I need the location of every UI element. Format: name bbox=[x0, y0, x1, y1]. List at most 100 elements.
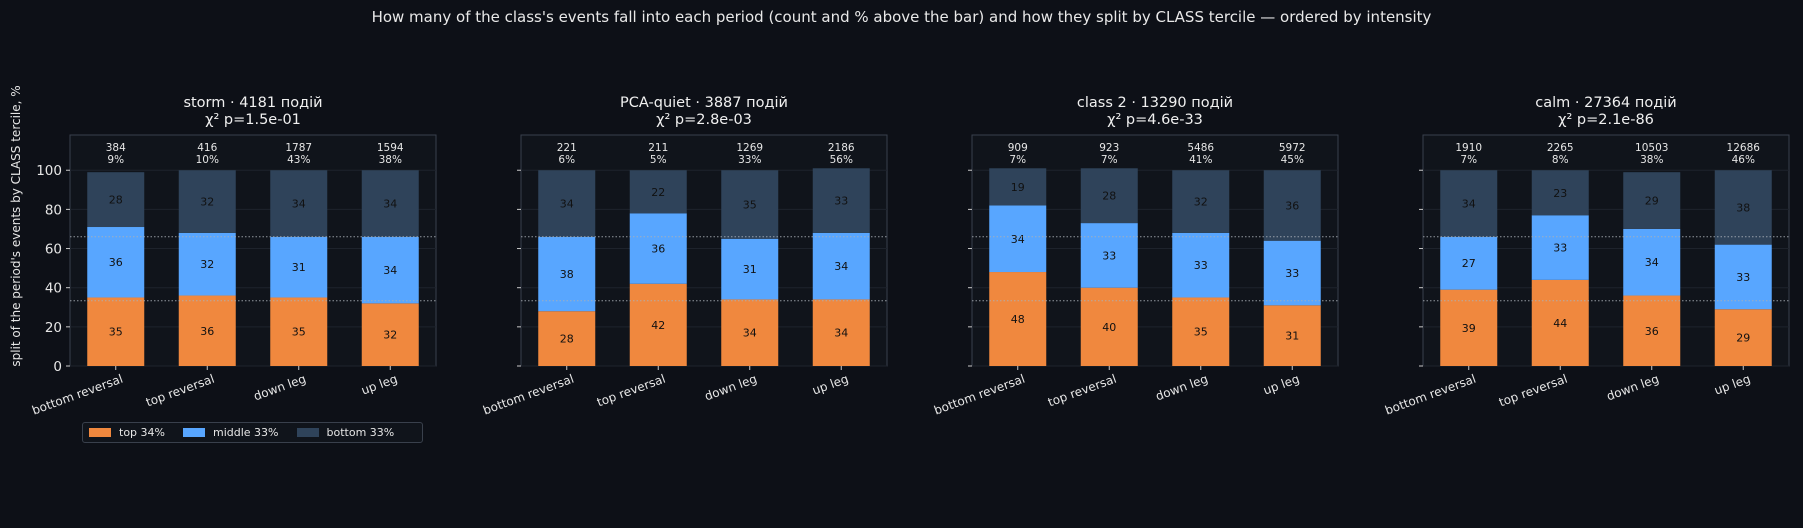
x-tick-label: top reversal bbox=[1497, 372, 1569, 410]
x-tick-label: up leg bbox=[1712, 372, 1752, 398]
segment-value-label: 48 bbox=[1011, 313, 1025, 326]
bar-segment-bottom bbox=[989, 168, 1047, 206]
bar-count-label: 923 bbox=[1099, 142, 1119, 154]
segment-value-label: 33 bbox=[1553, 242, 1567, 255]
segment-value-label: 33 bbox=[1736, 271, 1750, 284]
segment-value-label: 29 bbox=[1645, 195, 1659, 208]
bar-segment-middle bbox=[812, 232, 870, 300]
bar-count-label: 10503 bbox=[1635, 142, 1668, 154]
segment-value-label: 34 bbox=[1462, 198, 1476, 211]
legend-swatch-top bbox=[89, 428, 111, 437]
bar-segment-bottom bbox=[1172, 170, 1230, 233]
y-tick-label: 40 bbox=[45, 281, 62, 297]
segment-value-label: 31 bbox=[1285, 330, 1299, 343]
bar-segment-middle bbox=[178, 232, 236, 296]
bar-percent-label: 56% bbox=[830, 154, 853, 166]
bar-segment-top bbox=[1172, 297, 1230, 366]
bar-segment-middle bbox=[721, 238, 779, 300]
x-tick-label: up leg bbox=[1261, 372, 1301, 398]
bar-segment-bottom bbox=[178, 170, 236, 233]
x-tick-label: top reversal bbox=[144, 372, 216, 410]
bar-count-label: 1594 bbox=[377, 142, 404, 154]
x-tick-label: up leg bbox=[359, 372, 399, 398]
panel-title-pca-quiet: PCA-quiet · 3887 подій χ² p=2.8e-03 bbox=[521, 95, 887, 129]
bar-percent-label: 7% bbox=[1101, 154, 1118, 166]
segment-value-label: 31 bbox=[743, 263, 757, 276]
bar-count-label: 1269 bbox=[736, 142, 763, 154]
bar-segment-top bbox=[1714, 309, 1772, 366]
segment-value-label: 36 bbox=[200, 325, 214, 338]
bar-segment-bottom bbox=[812, 168, 870, 233]
bar-count-label: 5486 bbox=[1187, 142, 1214, 154]
segment-value-label: 42 bbox=[651, 319, 665, 332]
bar-segment-middle bbox=[270, 236, 328, 298]
segment-value-label: 35 bbox=[1194, 326, 1208, 339]
segment-value-label: 34 bbox=[292, 198, 306, 211]
x-tick-label: top reversal bbox=[595, 372, 667, 410]
y-tick-label: 80 bbox=[45, 202, 62, 218]
bar-count-label: 2265 bbox=[1547, 142, 1574, 154]
legend: top 34% middle 33% bottom 33% bbox=[82, 422, 423, 443]
x-tick-label: down leg bbox=[703, 372, 759, 404]
segment-value-label: 19 bbox=[1011, 181, 1025, 194]
segment-value-label: 38 bbox=[1736, 201, 1750, 214]
bar-percent-label: 7% bbox=[1460, 154, 1477, 166]
bar-segment-bottom bbox=[1080, 168, 1138, 224]
segment-value-label: 33 bbox=[1102, 249, 1116, 262]
bar-count-label: 5972 bbox=[1279, 142, 1306, 154]
y-tick-label: 0 bbox=[53, 359, 62, 375]
segment-value-label: 32 bbox=[1194, 196, 1208, 209]
bar-count-label: 1910 bbox=[1455, 142, 1482, 154]
bar-segment-top bbox=[629, 283, 687, 366]
bar-percent-label: 41% bbox=[1189, 154, 1212, 166]
segment-value-label: 39 bbox=[1462, 322, 1476, 335]
x-tick-label: bottom reversal bbox=[30, 372, 125, 418]
panel-title-line1: storm · 4181 подій bbox=[183, 95, 323, 111]
bar-percent-label: 45% bbox=[1281, 154, 1304, 166]
segment-value-label: 36 bbox=[109, 256, 123, 269]
bar-segment-bottom bbox=[1714, 170, 1772, 245]
segment-value-label: 32 bbox=[200, 196, 214, 209]
x-tick-label: bottom reversal bbox=[481, 372, 576, 418]
bar-count-label: 909 bbox=[1008, 142, 1028, 154]
segment-value-label: 33 bbox=[1194, 259, 1208, 272]
bar-segment-middle bbox=[1531, 215, 1589, 280]
x-tick-label: top reversal bbox=[1046, 372, 1118, 410]
segment-value-label: 44 bbox=[1553, 317, 1567, 330]
segment-value-label: 27 bbox=[1462, 257, 1476, 270]
segment-value-label: 33 bbox=[1285, 267, 1299, 280]
panel-title-line1: PCA-quiet · 3887 подій bbox=[620, 95, 788, 111]
x-tick-label: bottom reversal bbox=[932, 372, 1027, 418]
bar-segment-bottom bbox=[538, 170, 596, 237]
legend-swatch-middle bbox=[182, 428, 205, 437]
bar-segment-middle bbox=[629, 213, 687, 284]
legend-item-top: top 34% bbox=[89, 426, 165, 439]
bar-percent-label: 6% bbox=[558, 154, 575, 166]
segment-value-label: 36 bbox=[1645, 325, 1659, 338]
segment-value-label: 35 bbox=[109, 326, 123, 339]
bar-segment-top bbox=[538, 311, 596, 366]
segment-value-label: 36 bbox=[1285, 199, 1299, 212]
bar-segment-top bbox=[1531, 279, 1589, 366]
segment-value-label: 34 bbox=[834, 260, 848, 273]
bar-segment-top bbox=[270, 297, 328, 366]
segment-value-label: 34 bbox=[1645, 256, 1659, 269]
segment-value-label: 33 bbox=[834, 195, 848, 208]
panel-title-line1: calm · 27364 подій bbox=[1535, 95, 1677, 111]
legend-label-bottom: bottom 33% bbox=[326, 426, 395, 439]
bar-segment-middle bbox=[989, 205, 1047, 273]
panel-title-storm: storm · 4181 подій χ² p=1.5e-01 bbox=[70, 95, 436, 129]
bar-segment-top bbox=[1263, 305, 1321, 366]
segment-value-label: 34 bbox=[383, 264, 397, 277]
segment-value-label: 36 bbox=[651, 243, 665, 256]
bar-segment-middle bbox=[1714, 244, 1772, 310]
panel-title-line2: χ² p=1.5e-01 bbox=[205, 112, 301, 128]
bar-segment-middle bbox=[1440, 236, 1498, 290]
bar-segment-top bbox=[1440, 289, 1498, 366]
x-tick-label: up leg bbox=[810, 372, 850, 398]
bar-segment-top bbox=[361, 303, 419, 366]
